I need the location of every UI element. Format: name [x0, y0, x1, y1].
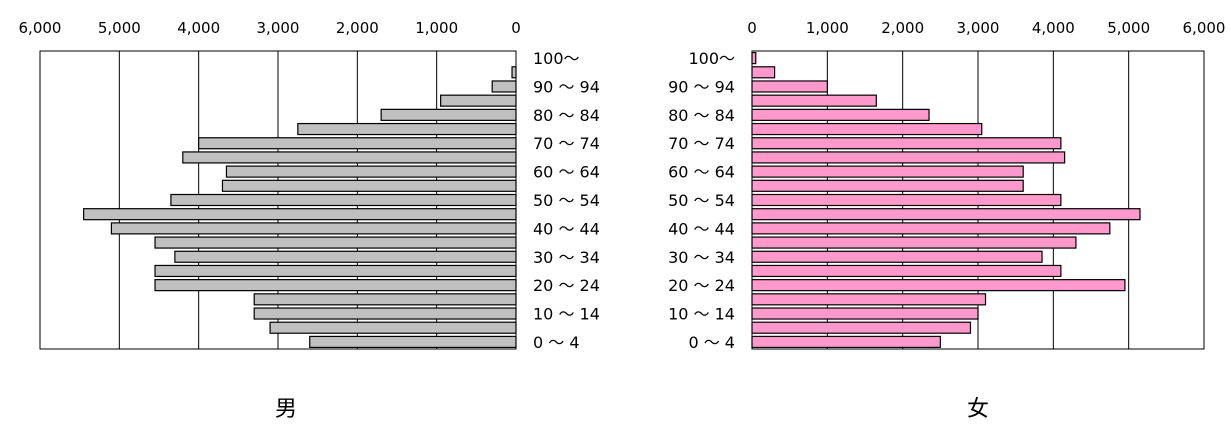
age-label: 30 ～ 34: [533, 248, 600, 267]
female-bar: [751, 222, 1111, 235]
male-bar: [491, 80, 517, 93]
female-bar: [751, 66, 776, 79]
female-bar: [751, 193, 1062, 207]
female-bar: [751, 80, 828, 93]
female-tick-label: 1,000: [806, 19, 849, 37]
age-label: 100～: [688, 49, 735, 68]
male-panel: 0 1,000 2,000 3,000 4,000 5,000 6,000: [19, 19, 521, 350]
male-bar: [182, 151, 517, 164]
age-label: 90 ～ 94: [533, 77, 600, 96]
male-bar: [225, 165, 517, 178]
age-label: 40 ～ 44: [533, 219, 600, 238]
age-label: 100～: [533, 49, 580, 68]
age-label: 70 ～ 74: [533, 134, 600, 153]
male-bar: [83, 208, 517, 221]
male-bar: [297, 122, 517, 136]
male-bar: [198, 137, 517, 150]
age-label: 70 ～ 74: [668, 134, 735, 153]
male-bar: [174, 250, 517, 263]
male-tick-label: 5,000: [98, 19, 141, 37]
female-bar: [751, 321, 972, 334]
male-bar: [170, 193, 517, 207]
female-tick-label: 6,000: [1183, 19, 1226, 37]
male-bar: [110, 222, 517, 235]
age-label: 80 ～ 84: [533, 106, 600, 125]
female-bar: [751, 250, 1043, 263]
female-tick-label: 0: [747, 19, 757, 37]
male-bar: [253, 307, 517, 320]
female-panel: 0 1,000 2,000 3,000 4,000 5,000 6,000: [747, 19, 1226, 350]
age-label: 20 ～ 24: [668, 276, 735, 295]
male-tick-label: 6,000: [19, 19, 62, 37]
male-tick-label: 1,000: [415, 19, 458, 37]
age-label: 90 ～ 94: [668, 77, 735, 96]
female-bar: [751, 94, 877, 107]
male-tick-label: 4,000: [177, 19, 220, 37]
male-bar: [154, 236, 517, 249]
male-label: 男: [275, 397, 297, 422]
female-tick-label: 2,000: [881, 19, 924, 37]
female-bar: [751, 51, 757, 65]
age-label: 30 ～ 34: [668, 248, 735, 267]
female-bar: [751, 208, 1141, 221]
female-label: 女: [967, 397, 989, 422]
female-tick-label: 4,000: [1032, 19, 1075, 37]
male-bar: [440, 94, 517, 107]
male-bar: [154, 264, 517, 278]
age-label: 10 ～ 14: [533, 305, 600, 324]
male-bar: [511, 66, 517, 79]
female-bar: [751, 264, 1062, 278]
female-bar: [751, 122, 983, 136]
male-tick-label: 2,000: [336, 19, 379, 37]
age-label: 0 ～ 4: [688, 333, 735, 352]
female-tick-label: 5,000: [1107, 19, 1150, 37]
female-bar: [751, 293, 987, 306]
age-label: 10 ～ 14: [668, 305, 735, 324]
female-bar: [751, 307, 979, 320]
age-label: 40 ～ 44: [668, 219, 735, 238]
female-bar: [751, 179, 1024, 192]
male-bar: [380, 108, 517, 121]
age-label: 50 ～ 54: [668, 191, 735, 210]
female-tick-label: 3,000: [957, 19, 1000, 37]
female-bar: [751, 151, 1066, 164]
female-bar: [751, 108, 930, 121]
male-bar: [309, 335, 517, 349]
age-label: 60 ～ 64: [668, 163, 735, 182]
female-bar: [751, 335, 941, 349]
male-bar: [253, 293, 517, 306]
male-tick-label: 0: [511, 19, 521, 37]
age-label: 20 ～ 24: [533, 276, 600, 295]
female-bar: [751, 236, 1077, 249]
female-bar: [751, 137, 1062, 150]
male-tick-label: 3,000: [257, 19, 300, 37]
female-bar: [751, 165, 1024, 178]
age-labels: 100～ 100～ 90 ～ 94 90 ～ 94 80 ～ 84 80 ～ 84 70 ～…: [533, 49, 735, 352]
male-bar: [269, 321, 517, 334]
male-bar: [154, 279, 517, 292]
age-label: 50 ～ 54: [533, 191, 600, 210]
male-bar: [221, 179, 517, 192]
age-label: 60 ～ 64: [533, 163, 600, 182]
age-label: 80 ～ 84: [668, 106, 735, 125]
age-label: 0 ～ 4: [533, 333, 580, 352]
female-bar: [751, 279, 1126, 292]
